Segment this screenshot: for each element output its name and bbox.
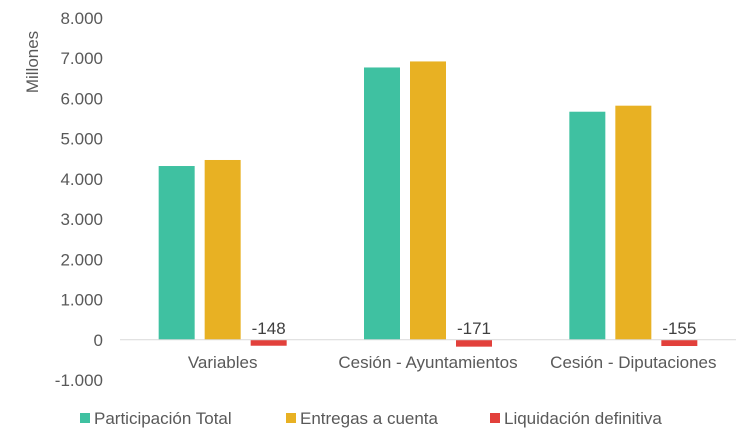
y-axis: -1.000 0 1.000 2.000 3.000 4.000 5.000 6.000 7.0…	[55, 9, 103, 390]
data-label: -155	[662, 319, 696, 338]
legend-entry: Participación Total	[94, 409, 232, 428]
bar	[204, 159, 241, 340]
bar	[569, 111, 606, 340]
y-tick-label: -1.000	[55, 371, 103, 390]
x-tick-label: Variables	[188, 353, 258, 372]
bar	[456, 339, 492, 347]
y-tick-label: 5.000	[60, 130, 103, 149]
y-tick-label: 7.000	[60, 49, 103, 68]
legend-entry: Liquidación definitiva	[504, 409, 662, 428]
bars	[158, 61, 698, 347]
data-label: -148	[252, 319, 286, 338]
legend-swatch	[490, 413, 500, 423]
bar	[364, 67, 400, 340]
y-axis-label: Millones	[23, 31, 42, 93]
y-tick-label: 1.000	[60, 291, 103, 310]
y-tick-label: 2.000	[60, 250, 103, 269]
x-tick-label: Cesión - Ayuntamientos	[338, 353, 517, 372]
legend-swatch	[286, 413, 296, 423]
data-label: -171	[457, 319, 491, 338]
y-tick-label: 0	[94, 331, 103, 350]
bar	[158, 166, 195, 340]
y-tick-label: 6.000	[60, 89, 103, 108]
legend-swatch	[80, 413, 90, 423]
bar	[661, 339, 698, 347]
data-labels: -148 -171 -155	[252, 319, 697, 338]
x-tick-label: Cesión - Diputaciones	[550, 353, 716, 372]
bar	[410, 61, 446, 340]
legend: Participación Total Entregas a cuenta Liqu…	[80, 409, 662, 428]
y-tick-label: 4.000	[60, 170, 103, 189]
x-axis-categories: Variables Cesión - Ayuntamientos Cesión - …	[188, 353, 717, 372]
legend-entry: Entregas a cuenta	[300, 409, 439, 428]
bar	[615, 105, 652, 340]
y-tick-label: 3.000	[60, 210, 103, 229]
y-tick-label: 8.000	[60, 9, 103, 28]
bar	[250, 339, 287, 346]
